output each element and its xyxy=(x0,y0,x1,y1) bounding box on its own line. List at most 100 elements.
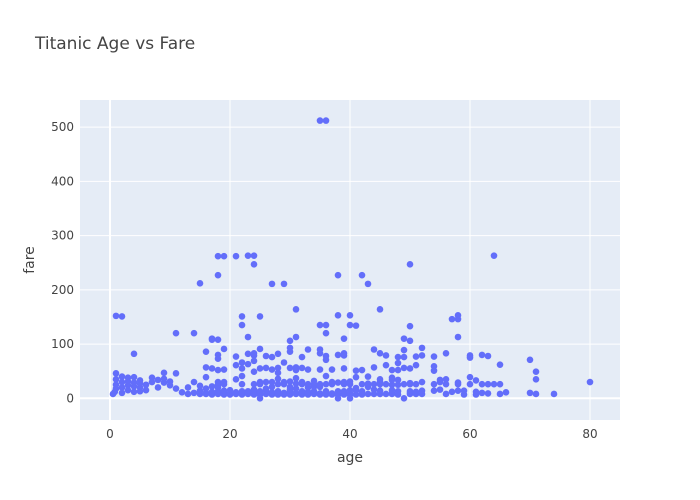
data-point xyxy=(466,380,474,388)
data-point xyxy=(286,364,294,372)
data-point xyxy=(268,353,276,361)
data-point xyxy=(202,385,210,392)
data-point xyxy=(352,322,360,329)
data-point xyxy=(364,280,372,288)
data-point xyxy=(208,388,216,396)
data-point xyxy=(256,365,264,372)
data-point xyxy=(352,373,360,381)
data-point xyxy=(430,380,438,388)
data-point xyxy=(382,380,390,388)
data-point xyxy=(124,386,132,394)
data-point xyxy=(136,377,144,384)
data-point xyxy=(454,312,462,319)
chart-title: Titanic Age vs Fare xyxy=(35,34,196,54)
data-point xyxy=(256,313,264,320)
data-point xyxy=(292,333,300,341)
data-point xyxy=(196,387,204,395)
data-point xyxy=(454,387,462,395)
data-point xyxy=(292,374,300,382)
data-point xyxy=(250,357,258,365)
data-point xyxy=(436,376,444,384)
data-point xyxy=(190,329,198,337)
data-point xyxy=(262,385,270,392)
data-point xyxy=(586,378,594,386)
data-point xyxy=(214,378,222,386)
y-tick-label: 0 xyxy=(66,391,74,405)
y-tick-label: 100 xyxy=(51,337,74,351)
data-point xyxy=(268,383,276,391)
data-point xyxy=(118,313,126,320)
data-point xyxy=(412,353,420,360)
data-point xyxy=(142,386,150,394)
data-point xyxy=(532,390,540,398)
data-point xyxy=(118,389,126,397)
data-point xyxy=(310,377,318,385)
data-point xyxy=(244,333,252,341)
data-point xyxy=(238,365,246,372)
data-point xyxy=(130,388,138,396)
data-point xyxy=(442,376,450,383)
data-point xyxy=(484,380,492,388)
data-point xyxy=(274,369,282,377)
data-point xyxy=(220,378,228,386)
data-point xyxy=(442,349,450,357)
data-point xyxy=(232,353,240,360)
data-point xyxy=(352,367,360,374)
data-point xyxy=(160,375,168,383)
data-point xyxy=(370,346,378,353)
data-point xyxy=(232,361,240,369)
data-point xyxy=(394,359,402,367)
data-point xyxy=(232,376,240,383)
data-point xyxy=(190,389,198,397)
data-point xyxy=(298,364,306,372)
data-point xyxy=(172,370,180,377)
data-point xyxy=(214,366,222,374)
data-point xyxy=(358,366,366,374)
data-point xyxy=(202,364,210,371)
data-point xyxy=(214,351,222,359)
data-point xyxy=(322,387,330,395)
data-point xyxy=(304,366,312,373)
data-point xyxy=(244,387,252,395)
data-point xyxy=(208,383,216,390)
data-point xyxy=(130,379,138,386)
data-point xyxy=(328,366,336,373)
data-point xyxy=(388,366,396,374)
x-tick-label: 40 xyxy=(342,427,357,441)
data-point xyxy=(490,252,498,259)
data-point xyxy=(256,378,264,386)
data-point xyxy=(214,271,222,279)
data-point xyxy=(394,376,402,384)
data-point xyxy=(280,359,288,366)
y-tick-label: 500 xyxy=(51,120,74,134)
data-point xyxy=(298,387,306,395)
x-tick-label: 20 xyxy=(222,427,237,441)
data-point xyxy=(274,380,282,388)
data-point xyxy=(250,368,258,376)
data-point xyxy=(328,390,336,397)
data-point xyxy=(280,378,288,386)
data-point xyxy=(496,390,504,398)
data-point xyxy=(406,261,414,268)
data-point xyxy=(214,336,222,344)
data-point xyxy=(412,388,420,396)
data-point xyxy=(394,381,402,389)
data-point xyxy=(370,386,378,393)
axis-ticks: 0 20 40 60 80 0 100 200 300 400 500 xyxy=(51,120,598,441)
data-point xyxy=(394,387,402,395)
data-point xyxy=(292,385,300,392)
data-point xyxy=(322,321,330,329)
data-point xyxy=(340,335,348,342)
data-point xyxy=(340,349,348,357)
data-point xyxy=(478,351,486,359)
data-point xyxy=(430,363,438,370)
data-point xyxy=(448,388,456,396)
data-point xyxy=(286,337,294,345)
data-point xyxy=(340,387,348,395)
data-point xyxy=(172,329,180,337)
data-point xyxy=(238,372,246,380)
data-point xyxy=(118,378,126,386)
scatter-points xyxy=(109,117,594,402)
data-point xyxy=(400,380,408,388)
data-point xyxy=(496,361,504,368)
